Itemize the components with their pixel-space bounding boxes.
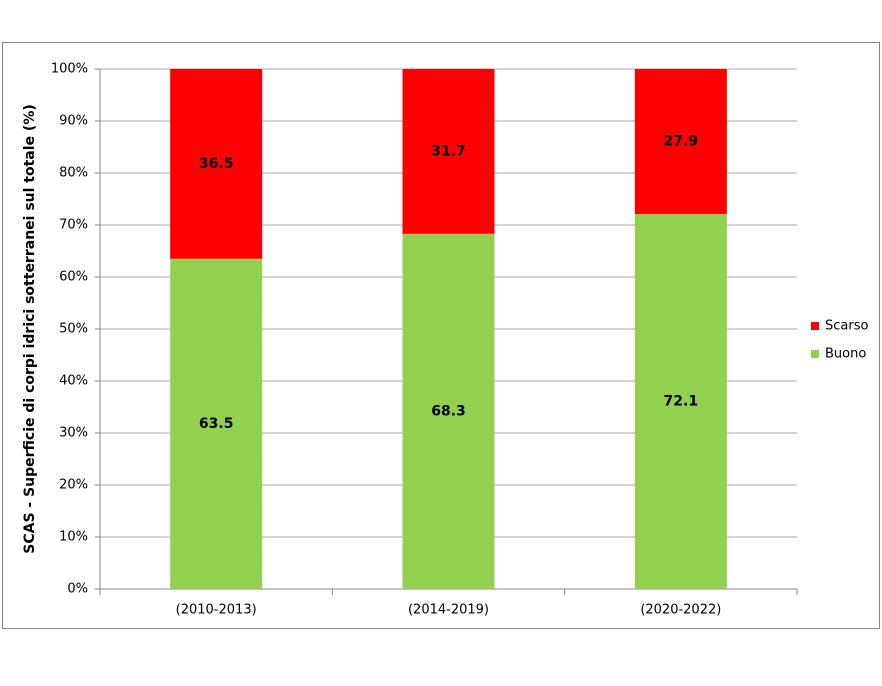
data-label: 36.5 [199,156,234,172]
bar-segment [634,69,727,215]
legend-label: Buono [825,347,866,362]
y-axis-label: SCAS - Superficie di corpi idrici sotter… [22,104,38,554]
bar-segment [402,233,495,589]
legend-swatch [811,350,819,358]
x-tick-label: (2010-2013) [176,603,257,618]
y-tick-label: 100% [51,62,88,77]
bar-segment [634,214,727,589]
data-label: 72.1 [664,394,699,410]
bar-segment [170,258,263,589]
y-tick-label: 80% [59,166,88,181]
x-tick-label: (2014-2019) [408,603,489,618]
data-label: 63.5 [199,416,234,432]
legend-label: Scarso [825,319,868,334]
y-tick-label: 20% [59,478,88,493]
data-label: 31.7 [431,143,466,159]
y-tick-label: 40% [59,374,88,389]
y-tick-label: 30% [59,426,88,441]
x-tick-label: (2020-2022) [640,603,721,618]
y-tick-label: 90% [59,114,88,129]
bar-segment [402,69,495,234]
data-label: 68.3 [431,403,466,419]
y-tick-label: 50% [59,322,88,337]
y-tick-label: 10% [59,530,88,545]
y-tick-label: 0% [67,582,88,597]
data-label: 27.9 [664,134,699,150]
y-tick-label: 70% [59,218,88,233]
y-tick-label: 60% [59,270,88,285]
legend-swatch [811,322,819,330]
bar-segment [170,69,263,259]
